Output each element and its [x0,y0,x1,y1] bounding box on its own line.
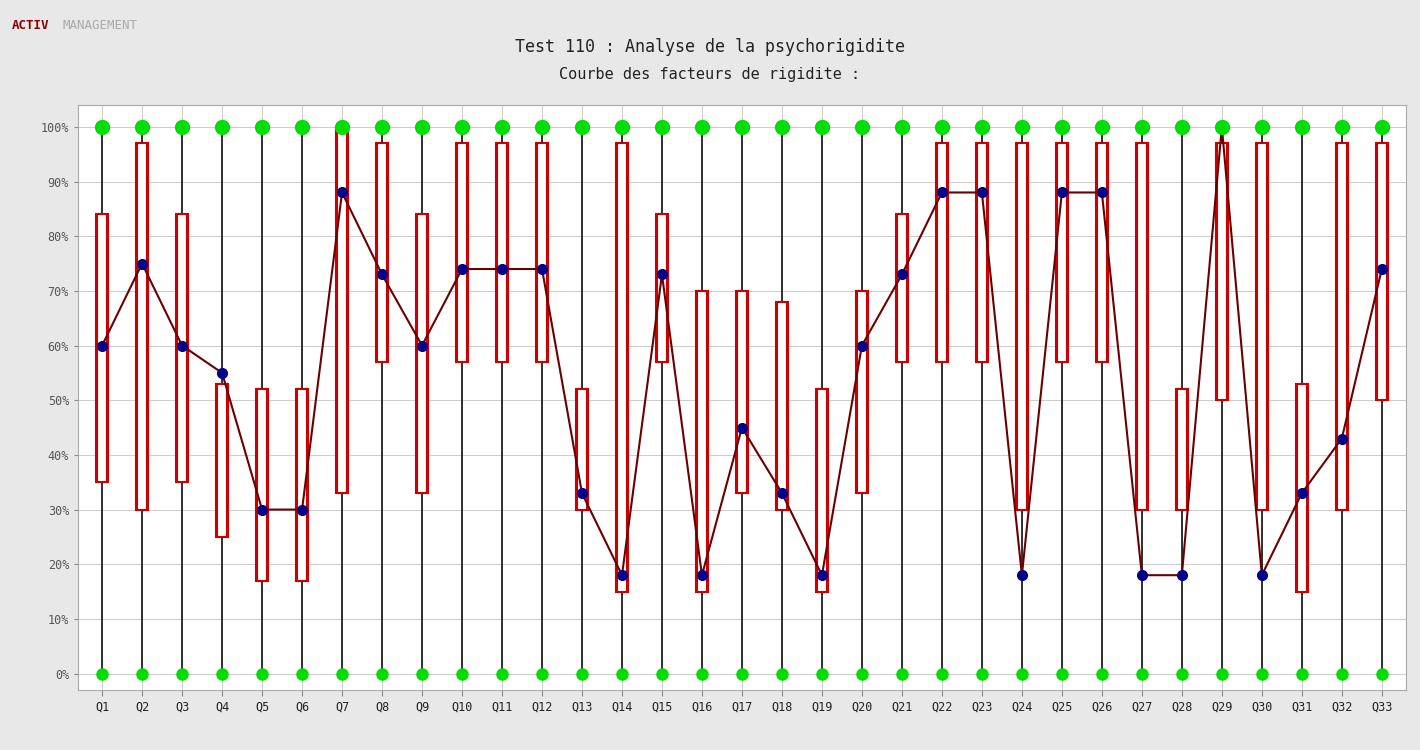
Bar [457,143,467,362]
Bar [217,384,227,537]
Text: Courbe des facteurs de rigidite :: Courbe des facteurs de rigidite : [559,68,861,82]
Bar [976,143,988,362]
Bar [297,389,307,580]
Bar [816,389,826,592]
Bar [737,291,747,494]
Bar [216,384,229,537]
Bar [136,143,148,509]
Bar [697,291,707,592]
Bar [1096,143,1108,362]
Bar [537,143,547,362]
Bar [656,214,667,362]
Bar [1056,143,1066,362]
Bar [1217,143,1227,400]
Bar [256,389,268,580]
Bar [416,214,427,494]
Bar [337,127,346,494]
Bar [295,389,308,580]
Bar [97,214,106,482]
Bar [775,302,788,509]
Bar [1376,143,1387,400]
Bar [1255,143,1268,509]
Bar [1257,143,1267,509]
Text: MANAGEMENT: MANAGEMENT [62,19,138,32]
Bar [337,127,348,494]
Bar [138,143,148,509]
Text: ACTIV: ACTIV [11,19,48,32]
Bar [497,143,507,362]
Bar [1296,384,1306,592]
Bar [936,143,949,362]
Text: Test 110 : Analyse de la psychorigidite: Test 110 : Analyse de la psychorigidite [515,38,905,56]
Bar [417,214,427,494]
Bar [696,291,709,592]
Bar [1216,143,1228,400]
Bar [1136,143,1147,509]
Bar [977,143,987,362]
Bar [1017,143,1027,509]
Bar [178,214,187,482]
Bar [657,214,667,362]
Bar [1377,143,1387,400]
Bar [1336,143,1346,509]
Bar [97,214,108,482]
Bar [616,143,628,592]
Bar [616,143,628,592]
Bar [1056,143,1068,362]
Bar [816,389,828,592]
Bar [1096,143,1106,362]
Bar [176,214,187,482]
Bar [937,143,947,362]
Bar [897,214,907,362]
Bar [856,291,868,494]
Bar [1137,143,1147,509]
Bar [1336,143,1348,509]
Bar [1177,389,1187,509]
Bar [777,302,787,509]
Bar [376,143,388,362]
Bar [1176,389,1189,509]
Bar [856,291,868,494]
Bar [1296,384,1308,592]
Bar [577,389,588,509]
Bar [736,291,748,494]
Bar [896,214,907,362]
Bar [1015,143,1028,509]
Bar [257,389,267,580]
Bar [496,143,508,362]
Bar [456,143,469,362]
Bar [577,389,586,509]
Bar [535,143,548,362]
Bar [378,143,388,362]
